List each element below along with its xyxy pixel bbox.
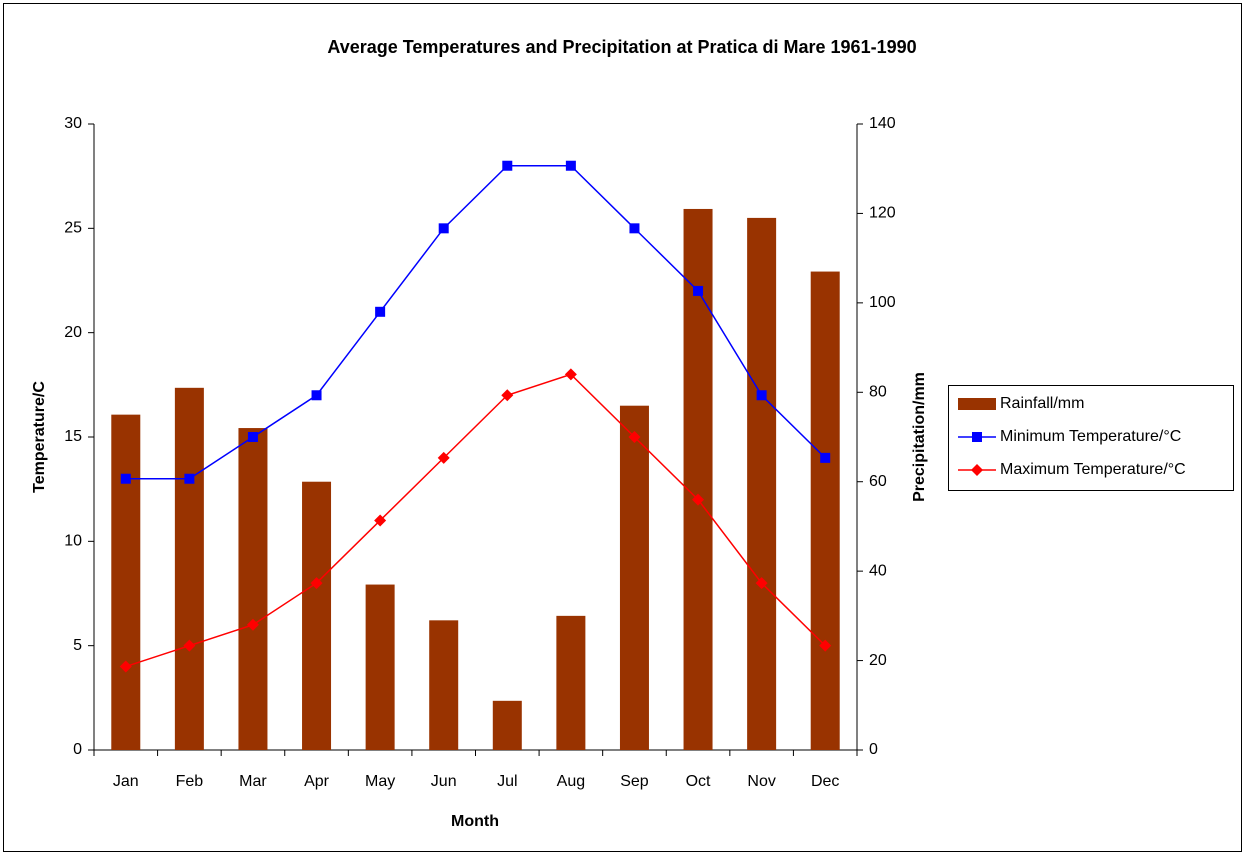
legend-marker [972, 432, 982, 442]
y2-tick-label: 60 [869, 473, 887, 490]
y-tick-label: 25 [64, 220, 82, 237]
bar [747, 217, 777, 750]
x-tick-label: Mar [239, 773, 267, 790]
y2-tick-label: 80 [869, 384, 887, 401]
marker [120, 473, 131, 484]
legend-label: Rainfall/mm [1000, 395, 1084, 412]
y2-tick-label: 140 [869, 115, 896, 132]
marker [374, 514, 387, 527]
line [125, 373, 826, 668]
legend-marker [971, 464, 983, 476]
marker [119, 660, 132, 673]
y2-tick-label: 20 [869, 652, 887, 669]
marker [628, 431, 641, 443]
legend-label: Maximum Temperature/°C [1000, 461, 1186, 478]
bar [683, 208, 713, 750]
x-tick-label: Jun [431, 773, 457, 790]
bar [619, 405, 649, 750]
marker [247, 432, 258, 442]
y-tick-label: 5 [73, 637, 82, 654]
bar [810, 271, 840, 750]
bar [238, 428, 268, 750]
marker [437, 451, 450, 464]
x-tick-label: Apr [304, 773, 330, 790]
marker [502, 160, 513, 171]
bar [302, 481, 332, 750]
marker [375, 306, 386, 317]
bar [174, 387, 204, 750]
marker [565, 160, 576, 171]
marker [692, 493, 705, 506]
marker [501, 389, 514, 402]
legend-label: Minimum Temperature/°C [1000, 428, 1181, 445]
x-axis-label: Month [451, 813, 499, 830]
marker [246, 618, 259, 631]
marker [820, 452, 831, 463]
line [125, 164, 826, 480]
x-tick-label: Jan [113, 773, 139, 790]
y2-axis-label: Precipitation/mm [911, 372, 928, 502]
y-axis-label: Temperature/C [31, 381, 48, 493]
legend-swatch [958, 398, 996, 410]
marker [693, 285, 704, 296]
x-tick-label: Sep [620, 773, 649, 790]
x-tick-label: Jul [497, 773, 517, 790]
x-tick-label: Feb [176, 773, 204, 790]
marker [184, 473, 195, 484]
y-tick-label: 0 [73, 741, 82, 758]
marker [310, 577, 323, 590]
x-tick-label: Nov [747, 773, 775, 790]
y2-tick-label: 120 [869, 205, 896, 222]
y2-tick-label: 100 [869, 294, 896, 311]
y2-tick-label: 0 [869, 741, 878, 758]
x-tick-label: Aug [557, 773, 585, 790]
bar [365, 584, 395, 750]
y-tick-label: 30 [64, 115, 82, 132]
marker [755, 577, 768, 590]
chart-title: Average Temperatures and Precipitation a… [327, 37, 916, 57]
y-tick-label: 15 [64, 428, 82, 445]
marker [311, 390, 322, 401]
x-tick-label: May [365, 773, 395, 790]
bar [429, 620, 459, 750]
bar [556, 615, 586, 750]
marker [819, 639, 832, 652]
x-tick-label: Dec [811, 773, 839, 790]
marker [183, 639, 196, 652]
y2-tick-label: 40 [869, 562, 887, 579]
marker [629, 223, 640, 234]
bar [492, 700, 522, 750]
y-tick-label: 20 [64, 324, 82, 341]
marker [756, 390, 767, 401]
marker [564, 368, 577, 381]
marker [438, 223, 449, 234]
x-tick-label: Oct [686, 773, 711, 790]
y-tick-label: 10 [64, 533, 82, 550]
bar [111, 414, 141, 750]
